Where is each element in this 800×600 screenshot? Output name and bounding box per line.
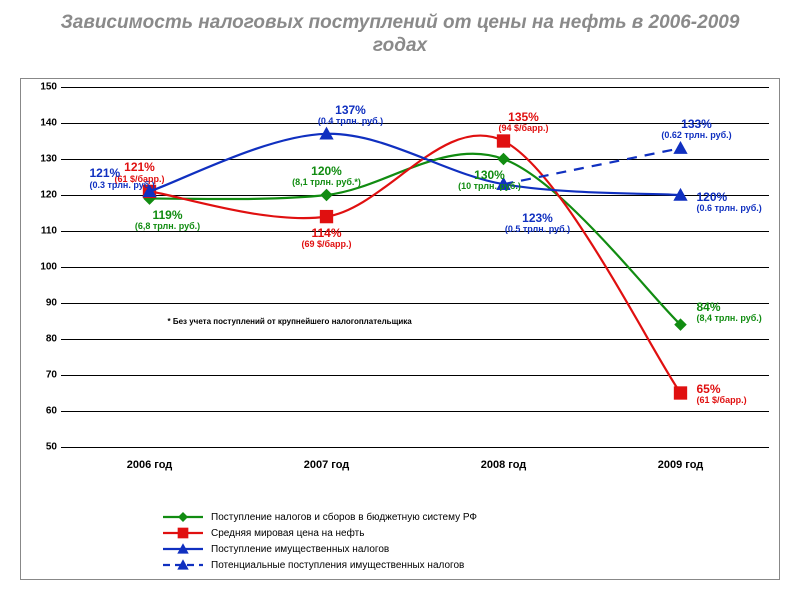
y-tick-label: 150 [25,82,57,93]
annotation-sub: (0.62 трлн. руб.) [661,131,731,141]
annotation: 65%(61 $/барр.) [697,383,747,406]
annotation: 137%(0.4 трлн. руб.) [318,104,383,127]
annotation: 114%(69 $/барр.) [301,227,351,250]
chart-frame: 50 60 70 80 90 100 110 120 130 140 150 2006 год 2007… [20,78,780,580]
series-line-prop_tax_potential [504,148,681,184]
series-line-tax_total [150,154,681,325]
series-marker-oil_price [320,210,333,223]
x-tick-label: 2006 год [127,459,173,471]
footnote: * Без учета поступлений от крупнейшего н… [168,317,412,326]
legend-label: Поступление имущественных налогов [211,544,389,555]
legend-label: Потенциальные поступления имущественных … [211,560,464,571]
x-tick-label: 2008 год [481,459,527,471]
annotation: 130%(10 трлн. руб.) [458,169,521,192]
annotation: 135%(94 $/барр.) [498,111,548,134]
annotation-sub: (61 $/барр.) [697,396,747,406]
y-tick-label: 100 [25,262,57,273]
annotation-sub: (0.4 трлн. руб.) [318,117,383,127]
annotation-sub: (69 $/барр.) [301,240,351,250]
annotation: 133%(0.62 трлн. руб.) [661,118,731,141]
annotation-sub: (0.5 трлн. руб.) [505,225,570,235]
annotation-sub: (8,1 трлн. руб.*) [292,178,361,188]
y-tick-label: 110 [25,226,57,237]
series-marker-oil_price [497,134,510,147]
plot-area: 50607080901001101201301401502006 год2007… [61,87,769,447]
annotation: 120%(8,1 трлн. руб.*) [292,165,361,188]
annotation-sub: (8,4 трлн. руб.) [697,314,762,324]
series-marker-oil_price [674,386,687,399]
annotation: 119%(6,8 трлн. руб.) [135,209,200,232]
legend: Поступление налогов и сборов в бюджетную… [161,509,477,573]
annotation: 123%(0.5 трлн. руб.) [505,212,570,235]
annotation: 120%(0.6 трлн. руб.) [697,191,762,214]
legend-item: Потенциальные поступления имущественных … [161,557,477,573]
annotation: 121%(0.3 трлн. руб.) [90,167,155,190]
y-tick-label: 70 [25,370,57,381]
gridline [61,447,769,448]
annotation-pct: 121% [90,167,155,180]
legend-label: Средняя мировая цена на нефть [211,528,364,539]
y-tick-label: 80 [25,334,57,345]
y-tick-label: 90 [25,298,57,309]
series-marker-tax_total [497,153,510,166]
annotation-sub: (10 трлн. руб.) [458,182,521,192]
series-line-oil_price [150,135,681,393]
legend-item: Средняя мировая цена на нефть [161,525,477,541]
series-marker-tax_total [320,189,333,202]
x-tick-label: 2009 год [658,459,704,471]
legend-label: Поступление налогов и сборов в бюджетную… [211,512,477,523]
y-tick-label: 130 [25,154,57,165]
annotation-sub: (0.3 трлн. руб.) [90,181,155,191]
legend-item: Поступление налогов и сборов в бюджетную… [161,509,477,525]
chart-title: Зависимость налоговых поступлений от цен… [0,0,800,64]
y-tick-label: 120 [25,190,57,201]
annotation-pct: 84% [697,301,762,314]
y-tick-label: 60 [25,406,57,417]
x-tick-label: 2007 год [304,459,350,471]
y-tick-label: 140 [25,118,57,129]
y-tick-label: 50 [25,442,57,453]
annotation-sub: (6,8 трлн. руб.) [135,222,200,232]
legend-item: Поступление имущественных налогов [161,541,477,557]
annotation: 84%(8,4 трлн. руб.) [697,301,762,324]
annotation-sub: (0.6 трлн. руб.) [697,204,762,214]
annotation-sub: (94 $/барр.) [498,124,548,134]
series-marker-prop_tax_potential [673,141,687,154]
